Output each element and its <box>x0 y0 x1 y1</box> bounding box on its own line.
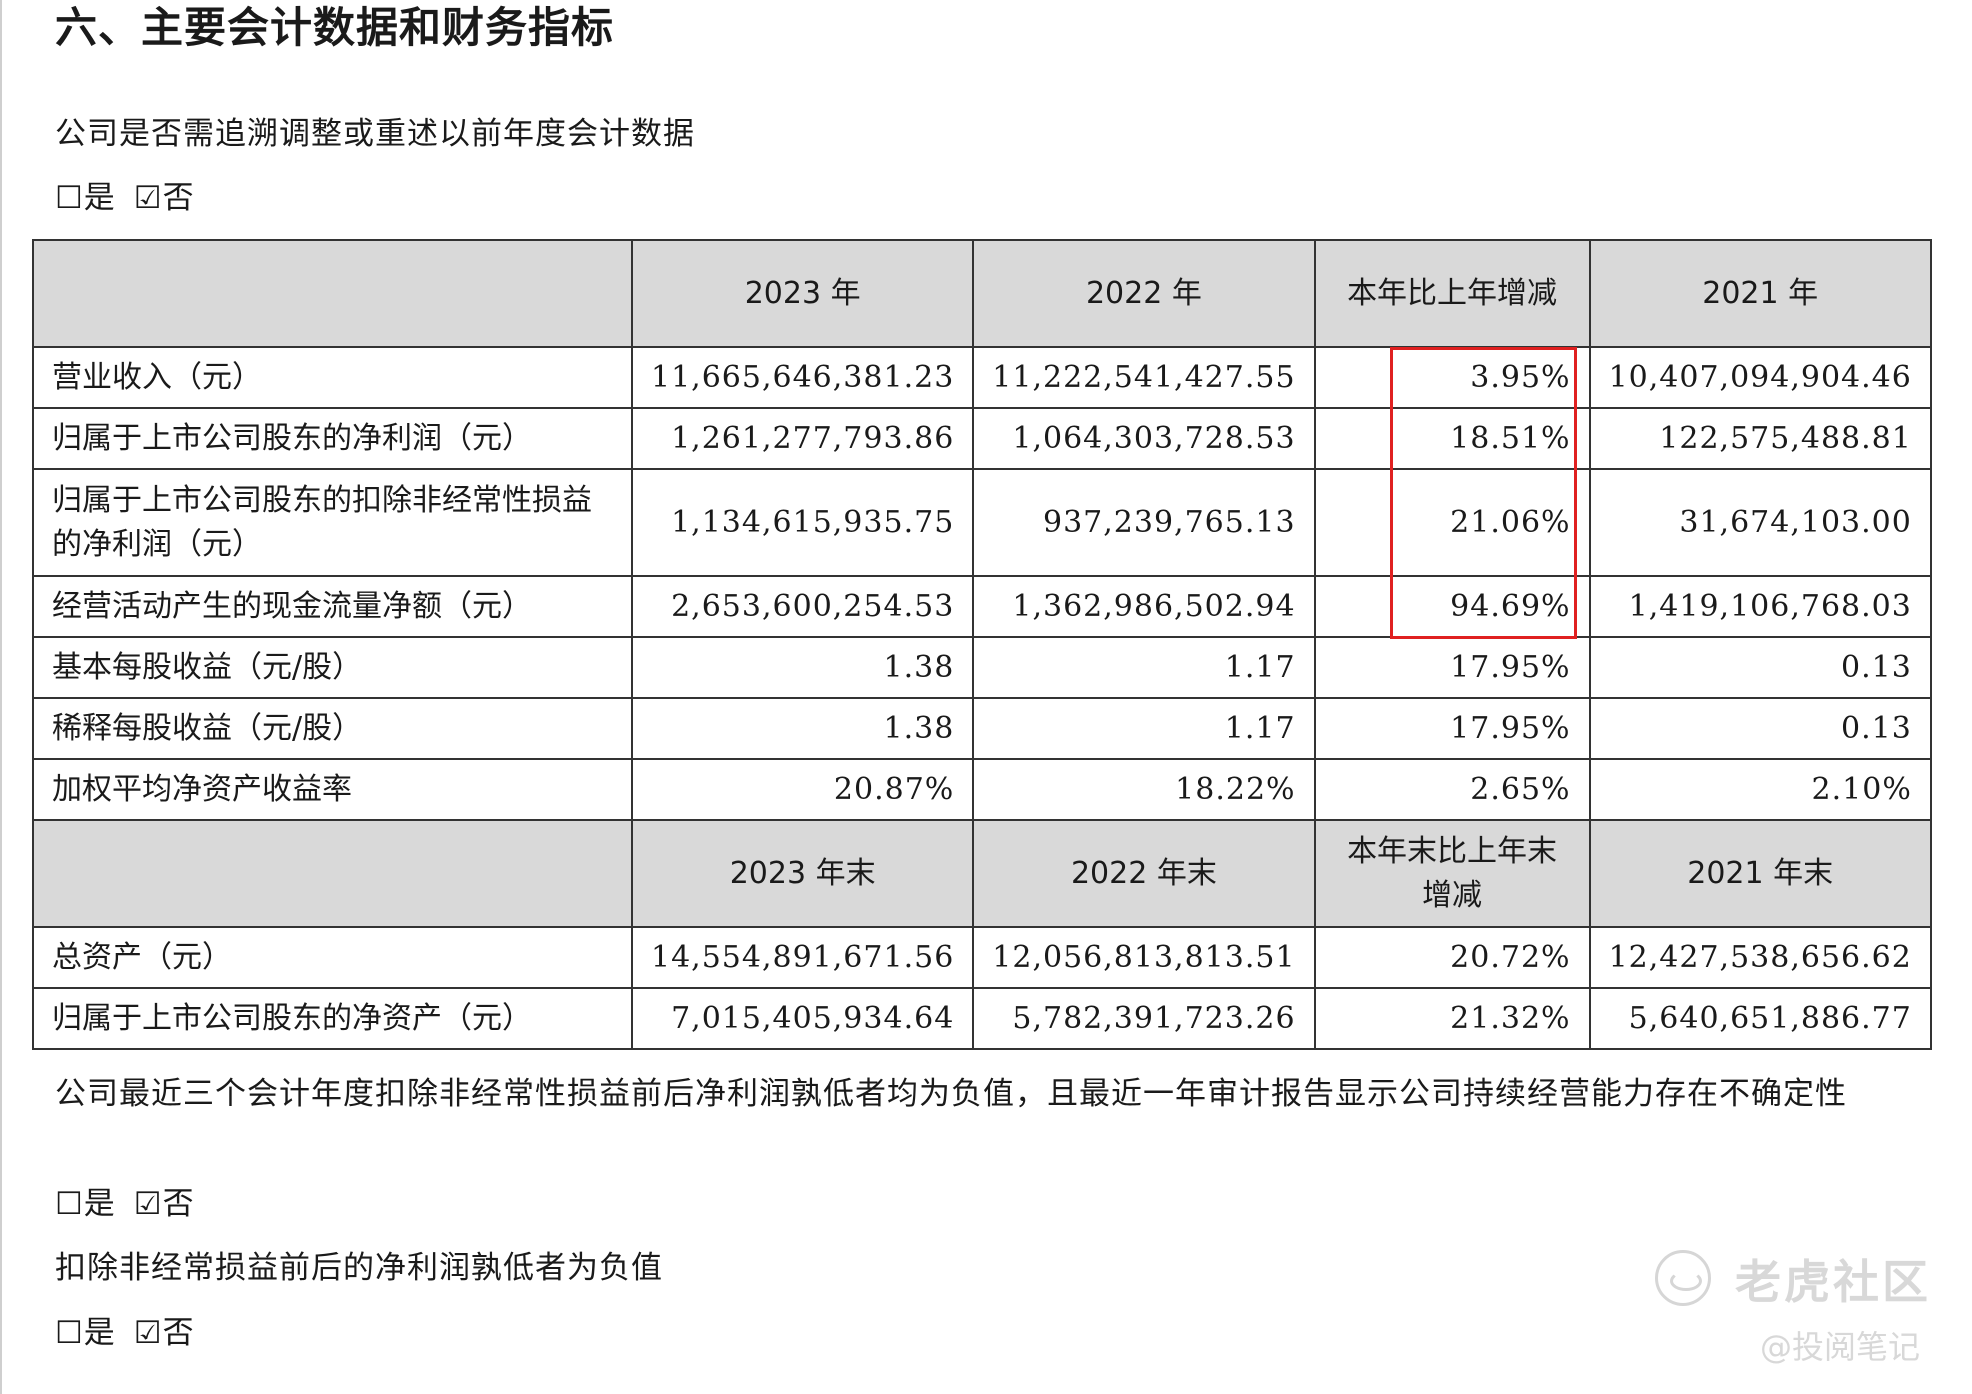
cell-change: 94.69% <box>1313 575 1591 638</box>
cell-2022: 11,222,541,427.55 <box>972 346 1316 409</box>
cell-2022: 1,064,303,728.53 <box>972 407 1316 470</box>
cell-change: 21.06% <box>1313 468 1591 577</box>
question-negative-profit: 扣除非经常损益前后的净利润孰低者为负值 <box>55 1250 663 1286</box>
cell-2023: 14,554,891,671.56 <box>630 926 975 989</box>
page-left-border <box>0 0 2 1394</box>
table-row: 营业收入（元） 11,665,646,381.23 11,222,541,427… <box>32 346 1932 409</box>
section-heading: 六、主要会计数据和财务指标 <box>55 3 615 52</box>
cell-change: 21.32% <box>1313 987 1591 1050</box>
cell-2023: 1,261,277,793.86 <box>630 407 975 470</box>
header-cell-2022-end: 2022 年末 <box>972 819 1316 928</box>
table-row: 归属于上市公司股东的净资产（元） 7,015,405,934.64 5,782,… <box>32 987 1932 1050</box>
checkbox-checked-icon[interactable]: ☑ <box>133 1186 163 1222</box>
option-no-label: 否 <box>162 1315 195 1351</box>
header-cell-change-end: 本年末比上年末增减 <box>1313 819 1591 928</box>
question-restatement: 公司是否需追溯调整或重述以前年度会计数据 <box>55 116 695 152</box>
table-row: 经营活动产生的现金流量净额（元） 2,653,600,254.53 1,362,… <box>32 575 1932 638</box>
cell-change: 3.95% <box>1313 346 1591 409</box>
negative-profit-options: ☐是 ☑否 <box>55 1311 195 1355</box>
table-header-row: 2023 年 2022 年 本年比上年增减 2021 年 <box>32 239 1932 348</box>
cell-2021: 1,419,106,768.03 <box>1588 575 1932 638</box>
row-label: 归属于上市公司股东的扣除非经常性损益的净利润（元） <box>32 468 633 577</box>
financial-indicators-table: 2023 年 2022 年 本年比上年增减 2021 年 营业收入（元） 11,… <box>32 239 1932 1050</box>
checkbox-unchecked-icon[interactable]: ☐ <box>55 1186 84 1222</box>
table-row: 加权平均净资产收益率 20.87% 18.22% 2.65% 2.10% <box>32 758 1932 821</box>
cell-2022: 937,239,765.13 <box>972 468 1316 577</box>
cell-2021: 0.13 <box>1588 636 1932 699</box>
cell-change: 17.95% <box>1313 636 1591 699</box>
header-cell-2023: 2023 年 <box>630 239 975 348</box>
cell-2022: 18.22% <box>972 758 1316 821</box>
table-row: 基本每股收益（元/股） 1.38 1.17 17.95% 0.13 <box>32 636 1932 699</box>
row-label: 营业收入（元） <box>32 346 633 409</box>
cell-2021: 122,575,488.81 <box>1588 407 1932 470</box>
option-no-label: 否 <box>162 1186 195 1222</box>
cell-2021: 2.10% <box>1588 758 1932 821</box>
cell-change: 17.95% <box>1313 697 1591 760</box>
checkbox-checked-icon[interactable]: ☑ <box>133 1315 163 1351</box>
table-row: 归属于上市公司股东的净利润（元） 1,261,277,793.86 1,064,… <box>32 407 1932 470</box>
option-no-label: 否 <box>162 180 195 216</box>
cell-2021: 12,427,538,656.62 <box>1588 926 1932 989</box>
cell-2023: 20.87% <box>630 758 975 821</box>
row-label: 经营活动产生的现金流量净额（元） <box>32 575 633 638</box>
cell-change: 2.65% <box>1313 758 1591 821</box>
row-label: 总资产（元） <box>32 926 633 989</box>
question-going-concern: 公司最近三个会计年度扣除非经常性损益前后净利润孰低者均为负值，且最近一年审计报告… <box>55 1076 1847 1112</box>
row-label: 归属于上市公司股东的净资产（元） <box>32 987 633 1050</box>
cell-2021: 31,674,103.00 <box>1588 468 1932 577</box>
cell-2021: 5,640,651,886.77 <box>1588 987 1932 1050</box>
row-label: 归属于上市公司股东的净利润（元） <box>32 407 633 470</box>
cell-2021: 0.13 <box>1588 697 1932 760</box>
option-yes-label: 是 <box>83 1315 116 1351</box>
watermark-author: @投阅笔记 <box>1760 1328 1921 1366</box>
header-cell-2023-end: 2023 年末 <box>630 819 975 928</box>
checkbox-unchecked-icon[interactable]: ☐ <box>55 1315 84 1351</box>
option-yes-label: 是 <box>83 180 116 216</box>
cell-2023: 2,653,600,254.53 <box>630 575 975 638</box>
table-header-row-period-end: 2023 年末 2022 年末 本年末比上年末增减 2021 年末 <box>32 819 1932 928</box>
cell-2022: 1,362,986,502.94 <box>972 575 1316 638</box>
row-label: 加权平均净资产收益率 <box>32 758 633 821</box>
cell-2022: 12,056,813,813.51 <box>972 926 1316 989</box>
checkbox-unchecked-icon[interactable]: ☐ <box>55 180 84 216</box>
cell-change: 18.51% <box>1313 407 1591 470</box>
header-cell-empty <box>32 239 633 348</box>
restatement-options: ☐是 ☑否 <box>55 176 195 220</box>
going-concern-options: ☐是 ☑否 <box>55 1182 195 1226</box>
row-label: 稀释每股收益（元/股） <box>32 697 633 760</box>
table-row: 归属于上市公司股东的扣除非经常性损益的净利润（元） 1,134,615,935.… <box>32 468 1932 577</box>
tiger-logo-icon <box>1655 1250 1711 1306</box>
header-cell-2021-end: 2021 年末 <box>1588 819 1932 928</box>
row-label: 基本每股收益（元/股） <box>32 636 633 699</box>
option-yes-label: 是 <box>83 1186 116 1222</box>
header-cell-empty <box>32 819 633 928</box>
table-row: 稀释每股收益（元/股） 1.38 1.17 17.95% 0.13 <box>32 697 1932 760</box>
cell-2022: 1.17 <box>972 697 1316 760</box>
checkbox-checked-icon[interactable]: ☑ <box>133 180 163 216</box>
cell-2023: 11,665,646,381.23 <box>630 346 975 409</box>
header-cell-2021: 2021 年 <box>1588 239 1932 348</box>
cell-2023: 1,134,615,935.75 <box>630 468 975 577</box>
cell-change: 20.72% <box>1313 926 1591 989</box>
cell-2022: 5,782,391,723.26 <box>972 987 1316 1050</box>
header-cell-2022: 2022 年 <box>972 239 1316 348</box>
header-cell-change: 本年比上年增减 <box>1313 239 1591 348</box>
cell-2022: 1.17 <box>972 636 1316 699</box>
table-row: 总资产（元） 14,554,891,671.56 12,056,813,813.… <box>32 926 1932 989</box>
cell-2023: 7,015,405,934.64 <box>630 987 975 1050</box>
cell-2023: 1.38 <box>630 697 975 760</box>
watermark-brand: 老虎社区 <box>1735 1255 1931 1309</box>
cell-2023: 1.38 <box>630 636 975 699</box>
cell-2021: 10,407,094,904.46 <box>1588 346 1932 409</box>
